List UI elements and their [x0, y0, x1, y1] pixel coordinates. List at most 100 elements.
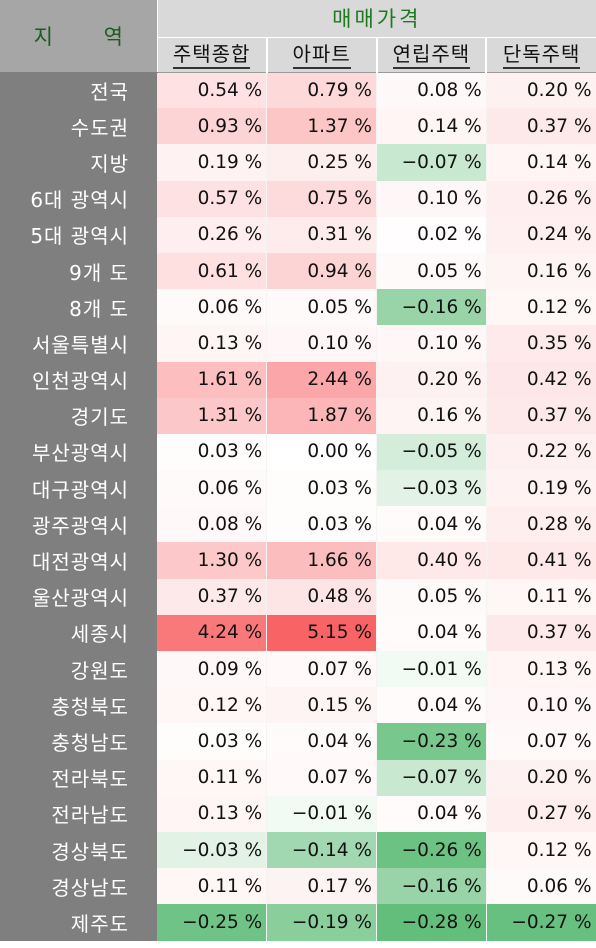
value-cell: −0.01 % [266, 795, 377, 832]
value-cell: 0.19 % [486, 470, 596, 507]
value-cell: 0.16 % [486, 252, 596, 290]
value-cell: 1.87 % [266, 397, 377, 434]
region-label: 6대 광역시 [0, 180, 157, 217]
table-row: 광주광역시 0.08 % 0.03 % 0.04 % 0.28 % [0, 506, 596, 543]
value-cell: 0.11 % [157, 868, 268, 905]
table-row: 세종시 4.24 % 5.15 % 0.04 % 0.37 % [0, 614, 596, 651]
value-cell: 0.57 % [157, 180, 268, 217]
value-cell: −0.07 % [376, 144, 487, 181]
value-cell: −0.03 % [376, 470, 487, 507]
table-row: 경상북도 −0.03 % −0.14 % −0.26 % 0.12 % [0, 831, 596, 869]
value-cell: 0.26 % [157, 216, 268, 253]
value-cell: −0.03 % [157, 831, 268, 869]
region-label: 전라남도 [0, 795, 157, 832]
column-header: 주택종합 [157, 37, 268, 73]
value-cell: −0.01 % [376, 651, 487, 688]
value-cell: 0.11 % [486, 578, 596, 615]
value-cell: 0.75 % [266, 180, 377, 217]
value-cell: 0.12 % [486, 831, 596, 869]
value-cell: 0.04 % [376, 614, 487, 651]
table-row: 6대 광역시 0.57 % 0.75 % 0.10 % 0.26 % [0, 180, 596, 217]
table-row: 9개 도 0.61 % 0.94 % 0.05 % 0.16 % [0, 252, 596, 290]
value-cell: −0.23 % [376, 723, 487, 760]
table-row: 경기도 1.31 % 1.87 % 0.16 % 0.37 % [0, 397, 596, 434]
value-cell: −0.05 % [376, 433, 487, 471]
value-cell: 0.24 % [486, 216, 596, 253]
value-cell: 0.08 % [157, 506, 268, 543]
region-label: 울산광역시 [0, 578, 157, 615]
region-label: 강원도 [0, 651, 157, 688]
table-row: 경상남도 0.11 % 0.17 % −0.16 % 0.06 % [0, 868, 596, 905]
value-cell: 0.25 % [266, 144, 377, 181]
value-cell: −0.25 % [157, 904, 268, 941]
region-label: 5대 광역시 [0, 216, 157, 253]
value-cell: 0.37 % [486, 108, 596, 145]
table-row: 대전광역시 1.30 % 1.66 % 0.40 % 0.41 % [0, 542, 596, 579]
value-cell: 0.41 % [486, 542, 596, 579]
value-cell: 1.30 % [157, 542, 268, 579]
value-cell: 0.03 % [266, 506, 377, 543]
value-cell: 0.05 % [266, 289, 377, 326]
value-cell: 0.10 % [266, 325, 377, 362]
value-cell: 0.28 % [486, 506, 596, 543]
value-cell: 0.54 % [157, 72, 268, 109]
value-cell: 5.15 % [266, 614, 377, 651]
value-cell: 0.14 % [486, 144, 596, 181]
value-cell: 0.15 % [266, 687, 377, 724]
table-row: 제주도 −0.25 % −0.19 % −0.28 % −0.27 % [0, 904, 596, 941]
value-cell: −0.26 % [376, 831, 487, 869]
value-cell: 0.61 % [157, 252, 268, 290]
value-cell: 0.20 % [376, 361, 487, 398]
value-cell: 0.37 % [486, 397, 596, 434]
value-cell: 0.13 % [157, 325, 268, 362]
table-row: 전국 0.54 % 0.79 % 0.08 % 0.20 % [0, 72, 596, 109]
table-body: 전국 0.54 % 0.79 % 0.08 % 0.20 % 수도권 0.93 % 1.37 … [0, 72, 596, 941]
region-label: 광주광역시 [0, 506, 157, 543]
value-cell: 0.94 % [266, 252, 377, 290]
value-cell: 0.12 % [157, 687, 268, 724]
value-cell: 0.31 % [266, 216, 377, 253]
table-row: 대구광역시 0.06 % 0.03 % −0.03 % 0.19 % [0, 470, 596, 507]
value-cell: 0.13 % [486, 651, 596, 688]
value-cell: 0.79 % [266, 72, 377, 109]
region-label: 지방 [0, 144, 157, 181]
column-header: 아파트 [266, 37, 378, 73]
value-cell: 0.12 % [486, 289, 596, 326]
value-cell: −0.19 % [266, 904, 377, 941]
value-cell: −0.14 % [266, 831, 377, 869]
value-cell: 0.04 % [376, 687, 487, 724]
value-cell: 0.09 % [157, 651, 268, 688]
region-label: 경상남도 [0, 868, 157, 905]
value-cell: 0.07 % [266, 759, 377, 796]
table-row: 수도권 0.93 % 1.37 % 0.14 % 0.37 % [0, 108, 596, 145]
value-cell: 0.07 % [486, 723, 596, 760]
value-cell: 0.02 % [376, 216, 487, 253]
column-header: 단독주택 [486, 37, 596, 73]
value-cell: 0.03 % [157, 433, 268, 471]
table-row: 지방 0.19 % 0.25 % −0.07 % 0.14 % [0, 144, 596, 181]
region-label: 충청북도 [0, 687, 157, 724]
value-cell: 0.06 % [157, 289, 268, 326]
value-cell: 0.11 % [157, 759, 268, 796]
value-cell: 0.10 % [486, 687, 596, 724]
value-cell: 1.66 % [266, 542, 377, 579]
region-label: 수도권 [0, 108, 157, 145]
value-cell: 0.03 % [157, 723, 268, 760]
region-header: 지 역 [0, 0, 158, 73]
table-row: 부산광역시 0.03 % 0.00 % −0.05 % 0.22 % [0, 433, 596, 471]
column-header-row: 주택종합 아파트 연립주택 단독주택 [0, 37, 596, 73]
column-header: 연립주택 [376, 37, 488, 73]
value-cell: 0.22 % [486, 433, 596, 471]
value-cell: 0.14 % [376, 108, 487, 145]
value-cell: 0.93 % [157, 108, 268, 145]
value-cell: 0.40 % [376, 542, 487, 579]
value-cell: 0.20 % [486, 759, 596, 796]
value-cell: −0.27 % [486, 904, 596, 941]
value-cell: −0.16 % [376, 868, 487, 905]
value-cell: 0.06 % [486, 868, 596, 905]
value-cell: 0.04 % [376, 506, 487, 543]
table-row: 충청북도 0.12 % 0.15 % 0.04 % 0.10 % [0, 687, 596, 724]
region-label: 부산광역시 [0, 433, 157, 471]
value-cell: −0.28 % [376, 904, 487, 941]
